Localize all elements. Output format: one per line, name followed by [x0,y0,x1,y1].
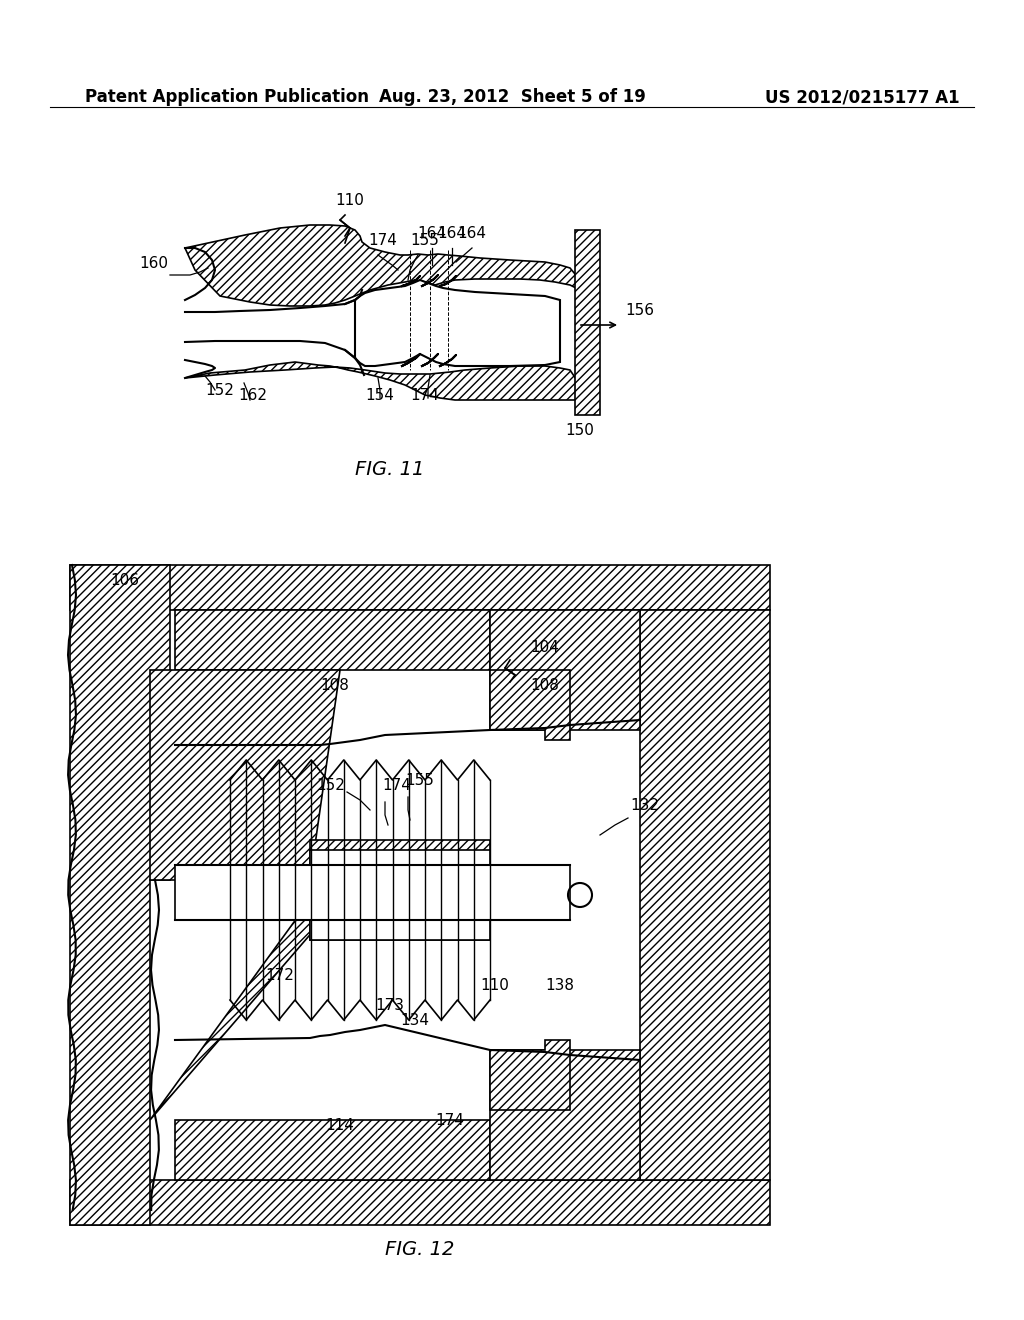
Polygon shape [355,280,560,366]
Polygon shape [575,230,600,414]
Polygon shape [640,610,770,1180]
Text: 164: 164 [458,226,486,242]
Polygon shape [490,610,640,730]
Polygon shape [310,840,490,900]
Text: 155: 155 [410,234,439,248]
Text: 164: 164 [418,226,446,242]
Text: 114: 114 [326,1118,354,1133]
Polygon shape [490,671,570,741]
Text: 108: 108 [530,678,559,693]
Text: 154: 154 [366,388,394,403]
Polygon shape [70,565,770,610]
Polygon shape [490,1049,640,1180]
Text: 110: 110 [336,193,365,209]
Text: 152: 152 [316,777,345,793]
Text: 172: 172 [265,968,295,983]
Text: Patent Application Publication: Patent Application Publication [85,88,369,106]
Text: 173: 173 [375,998,404,1012]
Text: 132: 132 [630,799,659,813]
Polygon shape [175,610,490,671]
Text: 156: 156 [625,304,654,318]
Polygon shape [490,1040,570,1110]
Polygon shape [150,900,340,1119]
Text: 104: 104 [530,640,559,655]
Text: Aug. 23, 2012  Sheet 5 of 19: Aug. 23, 2012 Sheet 5 of 19 [379,88,645,106]
Text: 162: 162 [238,388,267,403]
Polygon shape [185,362,580,400]
Text: FIG. 12: FIG. 12 [385,1239,455,1259]
Text: 150: 150 [565,422,595,438]
Polygon shape [185,224,580,306]
Text: 155: 155 [406,774,434,788]
Text: 174: 174 [411,388,439,403]
Text: 174: 174 [368,234,397,248]
Text: 138: 138 [545,978,574,993]
Polygon shape [70,565,170,1225]
Polygon shape [175,1119,490,1180]
Text: 106: 106 [111,573,139,587]
Polygon shape [310,850,490,940]
Polygon shape [150,671,340,880]
Text: 164: 164 [437,226,467,242]
Text: 174: 174 [435,1113,465,1129]
Text: 160: 160 [139,256,168,271]
Text: US 2012/0215177 A1: US 2012/0215177 A1 [765,88,961,106]
Polygon shape [310,880,490,940]
Text: 174: 174 [382,777,411,793]
Polygon shape [70,1180,770,1225]
Text: FIG. 11: FIG. 11 [355,459,425,479]
Text: 152: 152 [205,383,233,399]
Text: 134: 134 [400,1012,429,1028]
Text: 108: 108 [321,678,349,693]
Polygon shape [175,865,570,920]
Text: 110: 110 [480,978,509,993]
